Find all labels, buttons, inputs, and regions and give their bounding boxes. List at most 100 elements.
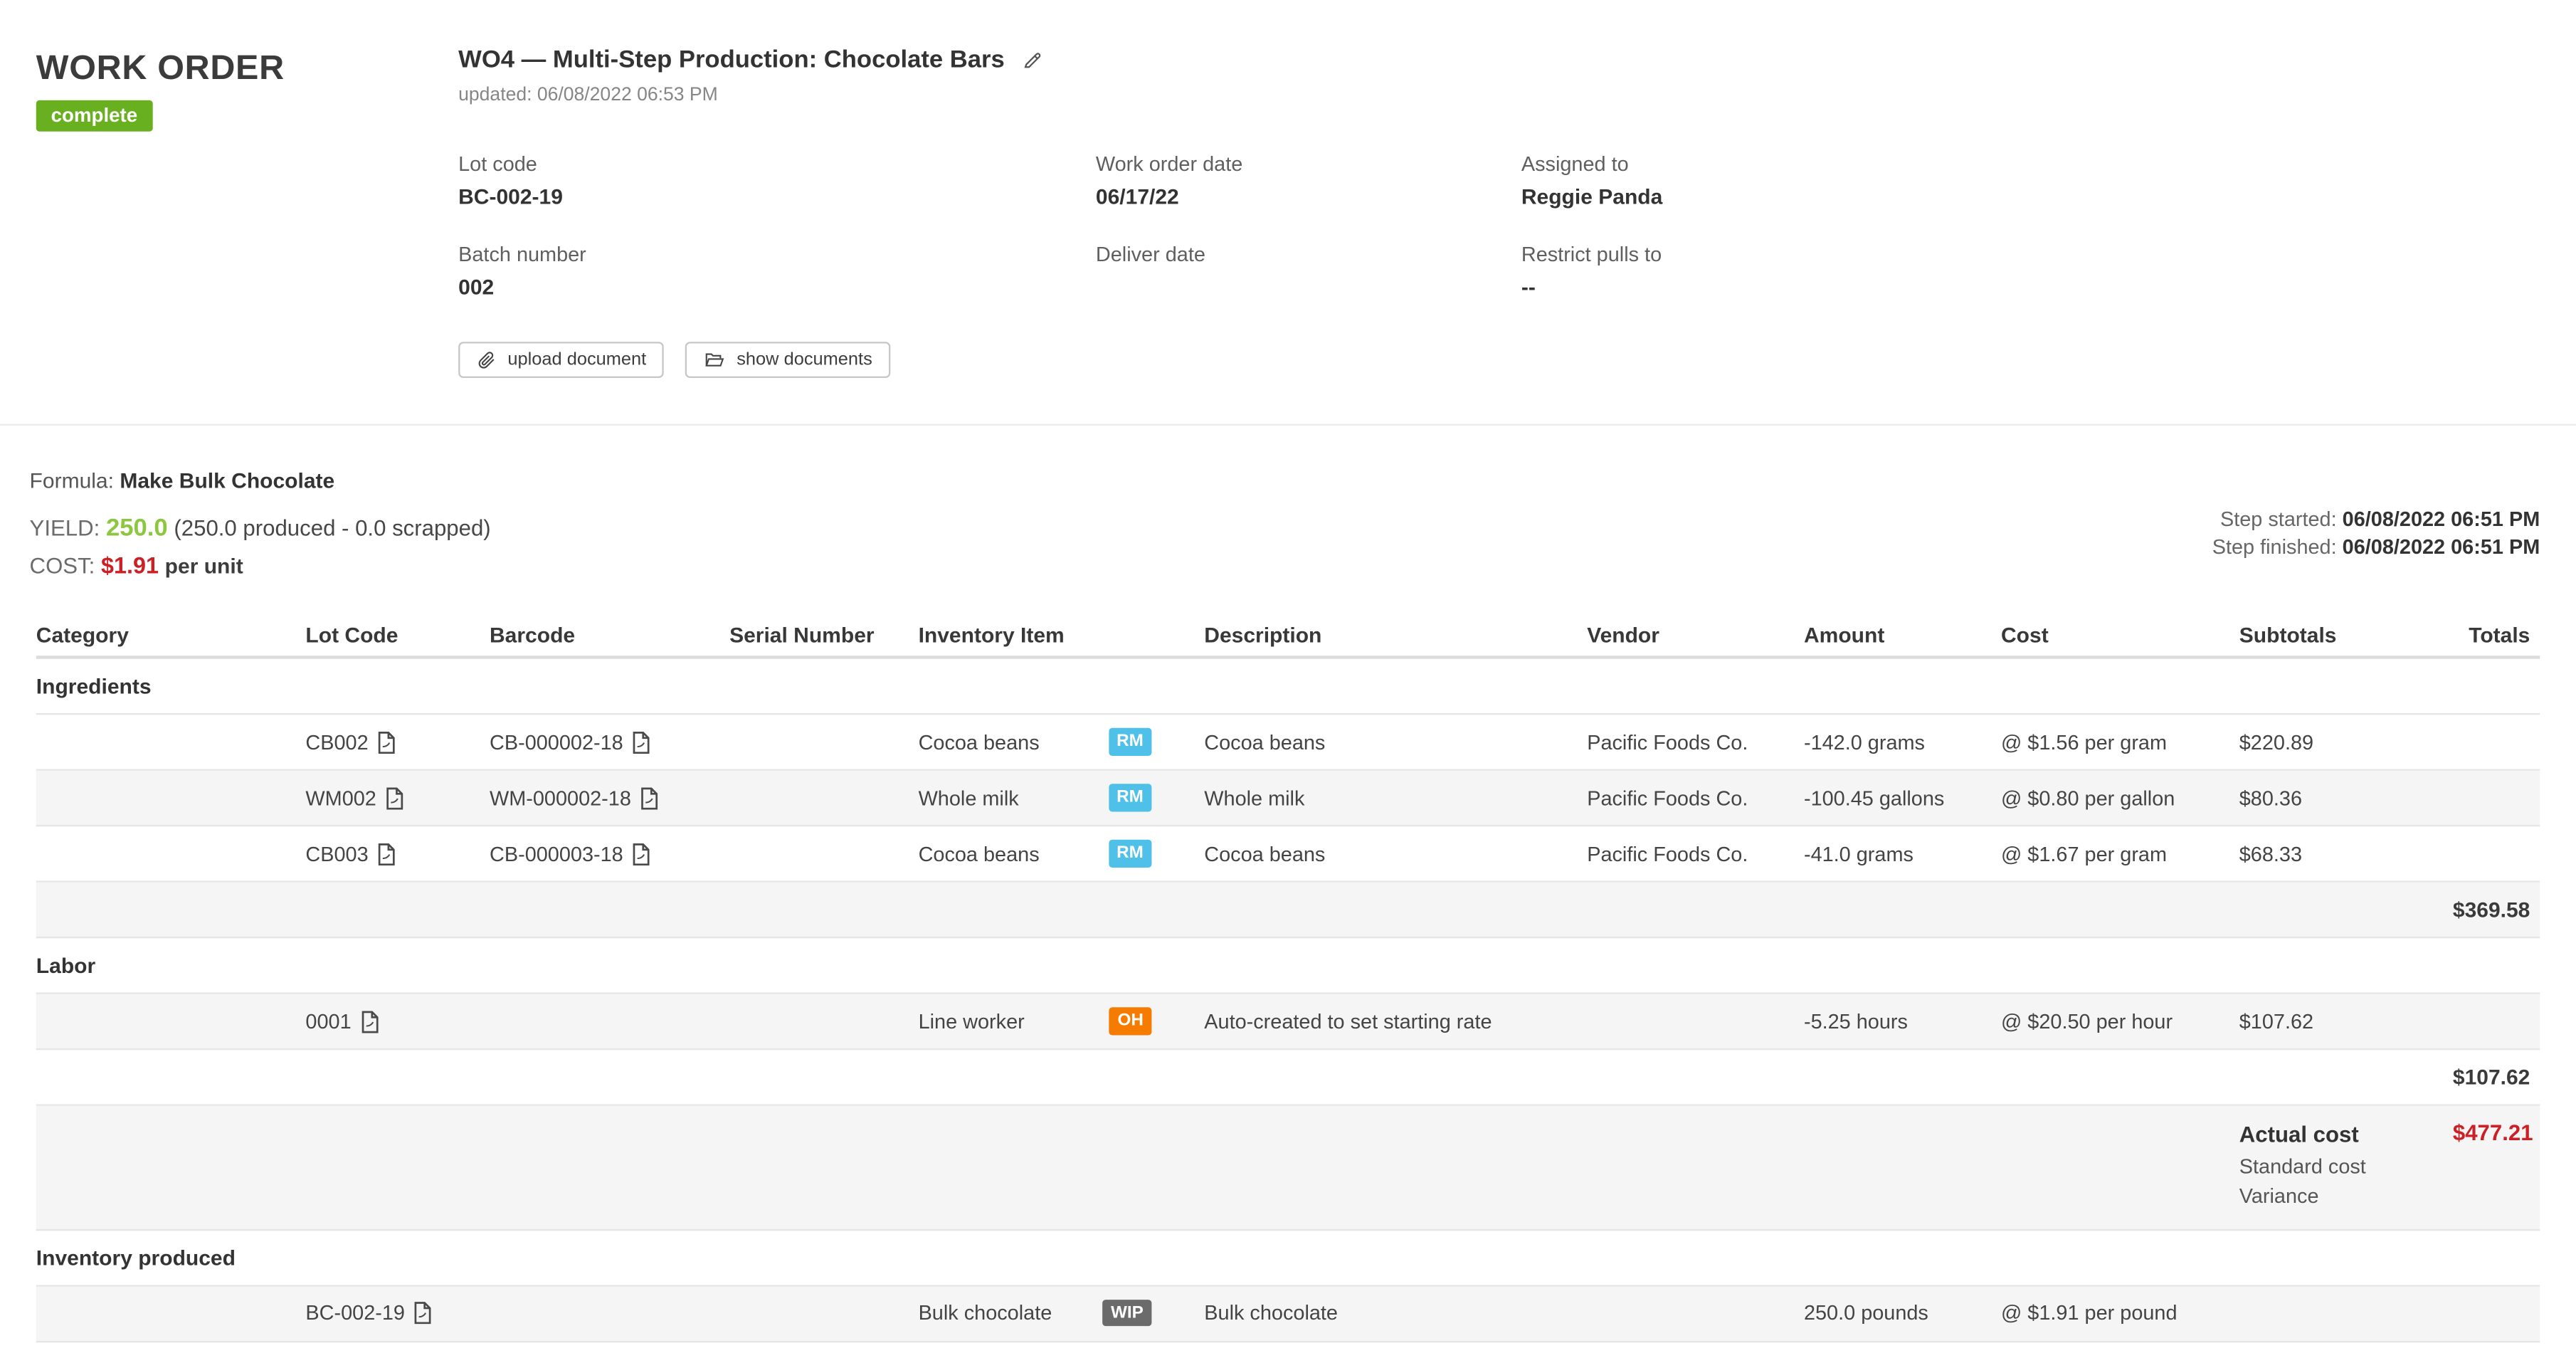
inventory-item: Bulk chocolate xyxy=(918,1301,1052,1325)
open-folder-icon xyxy=(704,350,725,370)
section-label: Labor xyxy=(36,953,96,978)
field-value: 002 xyxy=(458,274,495,300)
lot-code: 0001 xyxy=(305,1009,352,1033)
field-value: -- xyxy=(1521,274,1536,300)
paperclip-icon xyxy=(477,350,497,370)
field-label: Assigned to xyxy=(1521,152,1629,177)
edit-pencil-icon[interactable] xyxy=(1021,49,1042,70)
section-row-ingredients: Ingredients xyxy=(36,659,2540,715)
page-header: WORK ORDER complete WO4 — Multi-Step Pro… xyxy=(0,0,2576,426)
table-row: WM002 WM-000002-18 Whole milk RM Whole m… xyxy=(36,770,2540,827)
field-label: Lot code xyxy=(458,152,537,177)
column-header-barcode: Barcode xyxy=(489,622,576,648)
cost-value: $1.91 xyxy=(101,552,159,579)
step-started-label: Step started: xyxy=(2219,507,2337,531)
field-batch-number: Batch number 002 xyxy=(458,243,1096,299)
serial-number-cell xyxy=(729,1018,919,1024)
table-row: CB003 CB-000003-18 Cocoa beans RM Cocoa … xyxy=(36,826,2540,883)
lot-code: WM002 xyxy=(305,786,376,810)
lot-code: BC-002-19 xyxy=(305,1301,405,1325)
field-lot-code: Lot code BC-002-19 xyxy=(458,153,1096,209)
updated-timestamp: updated: 06/08/2022 06:53 PM xyxy=(458,85,718,105)
subtotal-cell: $80.36 xyxy=(2239,786,2303,810)
serial-number-cell xyxy=(729,1310,919,1316)
pdf-document-icon[interactable] xyxy=(631,842,651,865)
category-cell xyxy=(36,851,306,857)
pdf-document-icon[interactable] xyxy=(413,1301,433,1325)
item-type-badge: WIP xyxy=(1102,1299,1152,1327)
section-row-labor: Labor xyxy=(36,938,2540,994)
subtotal-cell: $68.33 xyxy=(2239,842,2303,865)
pdf-document-icon[interactable] xyxy=(359,1010,379,1033)
column-header-lot-code: Lot Code xyxy=(305,622,398,648)
lot-code: CB003 xyxy=(305,842,369,865)
barcode-cell: CB-000002-18 xyxy=(490,727,729,757)
pdf-document-icon[interactable] xyxy=(384,786,404,809)
yield-detail: (250.0 produced - 0.0 scrapped) xyxy=(174,515,491,541)
serial-number-cell xyxy=(729,739,919,745)
inventory-item-cell: Bulk chocolate WIP xyxy=(919,1296,1205,1330)
total-cell xyxy=(2453,1018,2540,1024)
table-header-row: Category Lot Code Barcode Serial Number … xyxy=(36,614,2540,659)
category-cell xyxy=(36,1310,306,1316)
work-order-title-block: WORK ORDER complete xyxy=(36,46,458,424)
serial-number-cell xyxy=(729,851,919,857)
subtotal-cell: $220.89 xyxy=(2239,730,2314,754)
formula-block: Formula: Make Bulk Chocolate YIELD: 250.… xyxy=(30,468,491,579)
column-header-vendor: Vendor xyxy=(1587,622,1659,648)
item-type-badge: OH xyxy=(1109,1007,1152,1035)
document-buttons: upload document show documents xyxy=(458,342,2540,379)
show-documents-button[interactable]: show documents xyxy=(685,342,891,379)
inventory-item: Cocoa beans xyxy=(918,842,1040,865)
vendor-cell xyxy=(1587,1018,1804,1024)
subtotal-cell xyxy=(2239,1310,2453,1316)
upload-document-label: upload document xyxy=(507,349,647,370)
pdf-document-icon[interactable] xyxy=(631,730,651,753)
barcode-cell: WM-000002-18 xyxy=(490,783,729,813)
lot-code-cell: 0001 xyxy=(305,1006,490,1036)
ingredients-total: $369.58 xyxy=(2452,897,2530,922)
inventory-item: Cocoa beans xyxy=(918,730,1040,754)
serial-number-cell xyxy=(729,794,919,801)
upload-document-button[interactable]: upload document xyxy=(458,342,665,379)
vendor-cell: Pacific Foods Co. xyxy=(1587,730,1748,754)
work-order-name: WO4 — Multi-Step Production: Chocolate B… xyxy=(458,46,1005,74)
inventory-item-cell: Whole milk RM xyxy=(919,781,1205,814)
pdf-document-icon[interactable] xyxy=(376,842,396,865)
table-row: CB002 CB-000002-18 Cocoa beans RM Cocoa … xyxy=(36,715,2540,771)
subtotal-row: $369.58 xyxy=(36,882,2540,939)
total-cell xyxy=(2453,851,2540,857)
description-cell: Cocoa beans xyxy=(1204,842,1326,865)
inventory-item: Whole milk xyxy=(918,786,1019,810)
barcode: CB-000002-18 xyxy=(489,730,623,754)
standard-cost-label: Standard cost xyxy=(2239,1154,2366,1178)
field-grid: Lot code BC-002-19 Work order date 06/17… xyxy=(458,153,2540,299)
field-assigned-to: Assigned to Reggie Panda xyxy=(1521,153,2540,209)
field-label: Deliver date xyxy=(1095,243,1205,267)
barcode: CB-000003-18 xyxy=(489,842,623,865)
lot-code-cell: CB002 xyxy=(305,727,490,757)
step-finished-line: Step finished: 06/08/2022 06:51 PM xyxy=(2212,534,2540,562)
item-type-badge: RM xyxy=(1108,840,1152,868)
work-order-table: Category Lot Code Barcode Serial Number … xyxy=(36,614,2540,1342)
formula-label: Formula: xyxy=(29,468,114,493)
cost-unit: per unit xyxy=(164,554,243,579)
lot-code: CB002 xyxy=(305,730,369,754)
formula-name: Make Bulk Chocolate xyxy=(120,468,335,493)
pdf-document-icon[interactable] xyxy=(639,786,659,809)
status-badge: complete xyxy=(36,100,152,132)
inventory-item-cell: Cocoa beans RM xyxy=(919,725,1205,759)
inventory-item-cell: Line worker OH xyxy=(919,1004,1205,1038)
cost-cell: @ $20.50 per hour xyxy=(2000,1009,2173,1033)
cost-cell: @ $1.56 per gram xyxy=(2000,730,2168,754)
actual-cost-value: $477.21 xyxy=(2452,1120,2533,1146)
amount-cell: -142.0 grams xyxy=(1803,730,1926,754)
page-title: WORK ORDER xyxy=(36,49,285,88)
field-label: Work order date xyxy=(1095,152,1243,177)
cost-summary-labels: Actual cost Standard cost Variance xyxy=(2239,1121,2453,1212)
category-cell xyxy=(36,794,306,801)
column-header-inventory-item: Inventory Item xyxy=(918,622,1065,648)
pdf-document-icon[interactable] xyxy=(376,730,396,753)
step-started-value: 06/08/2022 06:51 PM xyxy=(2342,507,2540,531)
